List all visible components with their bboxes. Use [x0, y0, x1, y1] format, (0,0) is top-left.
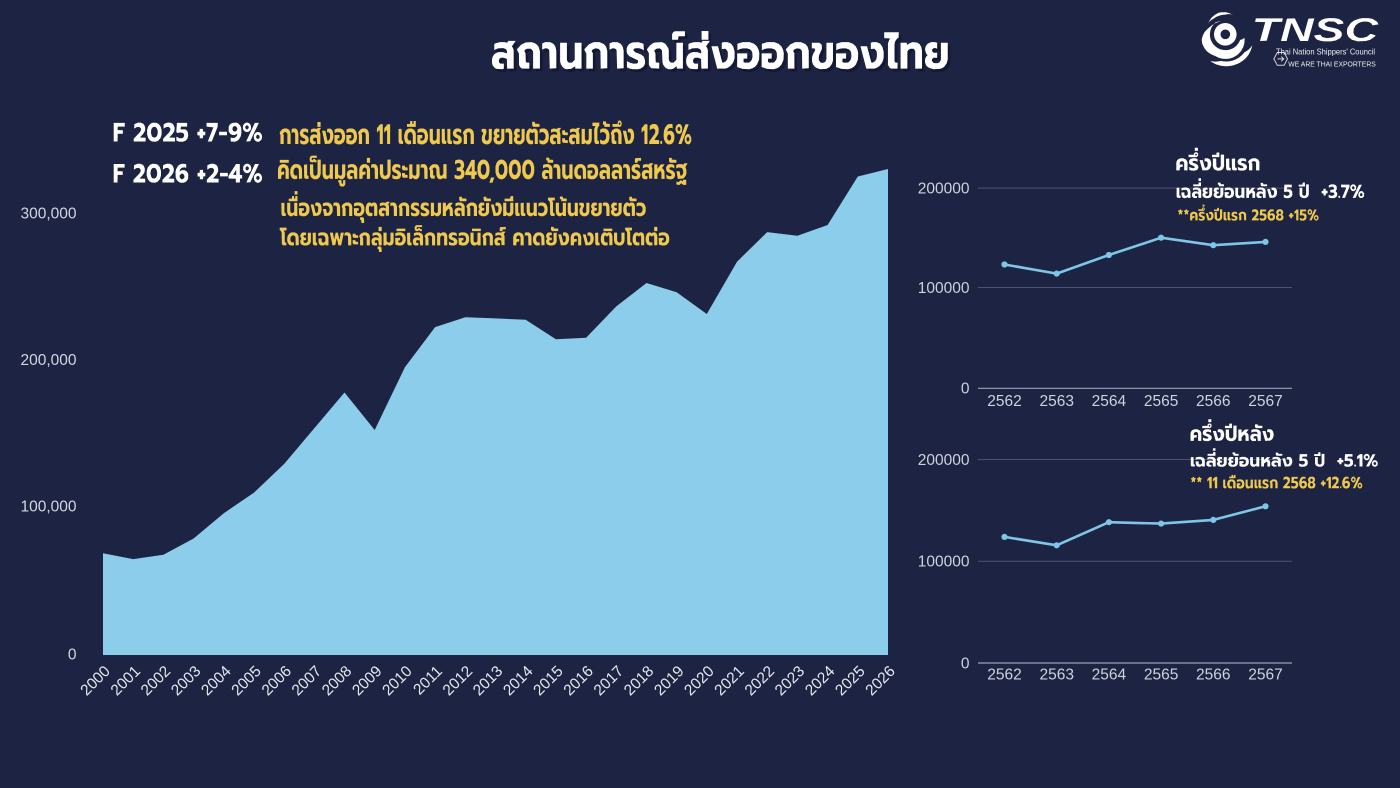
svg-text:2562: 2562: [987, 393, 1021, 410]
svg-text:2565: 2565: [1144, 393, 1178, 410]
svg-text:2564: 2564: [1092, 393, 1127, 410]
svg-text:0: 0: [68, 646, 77, 663]
svg-text:0: 0: [961, 655, 970, 672]
svg-text:2566: 2566: [1196, 667, 1230, 684]
svg-text:2564: 2564: [1092, 667, 1127, 684]
svg-text:WE ARE THAI EXPORTERS: WE ARE THAI EXPORTERS: [1288, 59, 1376, 68]
svg-text:2567: 2567: [1248, 393, 1282, 410]
svg-text:100000: 100000: [918, 280, 970, 297]
svg-text:2566: 2566: [1196, 393, 1230, 410]
svg-text:Thai Nation Shippers' Council: Thai Nation Shippers' Council: [1276, 47, 1375, 56]
svg-text:2563: 2563: [1039, 393, 1073, 410]
svg-text:2567: 2567: [1248, 667, 1282, 684]
svg-text:2565: 2565: [1144, 667, 1178, 684]
svg-text:300,000: 300,000: [20, 205, 76, 222]
svg-text:200000: 200000: [918, 452, 970, 469]
svg-text:200,000: 200,000: [20, 352, 76, 369]
svg-text:100000: 100000: [918, 554, 970, 571]
svg-text:2563: 2563: [1039, 667, 1073, 684]
svg-text:0: 0: [961, 381, 970, 398]
svg-text:100,000: 100,000: [20, 498, 76, 515]
svg-text:2562: 2562: [987, 667, 1021, 684]
svg-text:200000: 200000: [918, 180, 970, 197]
